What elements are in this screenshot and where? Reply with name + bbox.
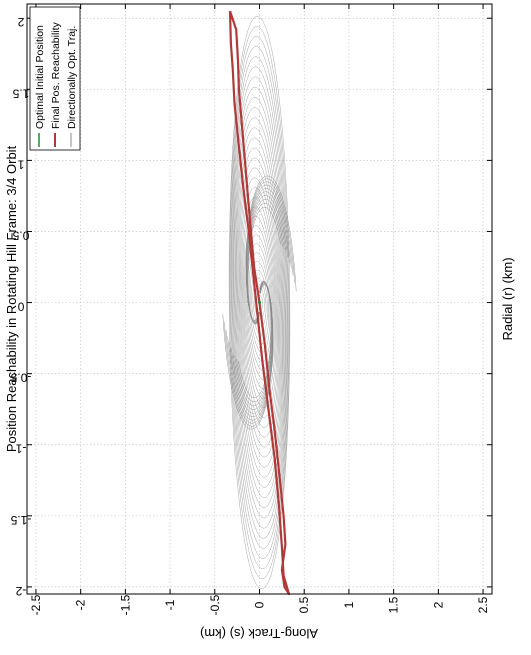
directional-trajectory xyxy=(234,97,285,509)
y-tick-label: 0.5 xyxy=(297,596,311,613)
directional-trajectory-swirl xyxy=(230,281,273,414)
final-reachability-boundary xyxy=(228,10,291,596)
directional-trajectory-swirl xyxy=(234,281,272,407)
x-tick-label: 0 xyxy=(17,300,24,314)
legend-label-optimal-initial: Optimal Initial Position xyxy=(34,25,46,129)
directional-trajectory xyxy=(232,66,287,539)
directional-trajectory xyxy=(235,117,284,488)
directional-trajectory-swirl xyxy=(232,281,273,410)
x-tick-label: -0.5 xyxy=(10,371,31,385)
y-tick-label: -1.5 xyxy=(118,594,132,615)
directional-trajectory-swirl xyxy=(225,283,274,424)
x-tick-label: -1 xyxy=(15,442,26,456)
x-tick-label: -2 xyxy=(15,584,26,598)
directional-trajectory xyxy=(230,36,289,570)
series-layer xyxy=(228,10,291,596)
directional-trajectory xyxy=(231,56,288,549)
y-tick-label: -2 xyxy=(74,599,88,610)
directional-trajectory xyxy=(240,177,279,428)
x-tick-label: 2 xyxy=(17,15,24,29)
directional-trajectory xyxy=(229,26,290,580)
directional-trajectory xyxy=(234,107,285,498)
directional-trajectory-swirl xyxy=(246,191,289,324)
x-tick-label: -1.5 xyxy=(10,513,31,527)
directional-trajectory-swirl xyxy=(229,282,273,418)
optimal-initial-position-point xyxy=(258,301,261,305)
directional-trajectory xyxy=(238,157,281,448)
legend: Optimal Initial Position Final Pos. Reac… xyxy=(29,6,81,151)
directional-trajectory-swirl xyxy=(247,198,285,325)
directional-trajectory xyxy=(241,187,278,418)
x-tick-label: 0.5 xyxy=(12,228,29,242)
directional-trajectory xyxy=(250,261,269,344)
tick-layer: 21.510.50-0.5-1-1.5-2-2.5 -2 -1.5 -1 -0.5 0 0.… xyxy=(10,4,492,615)
chart-title: Position Reachability in Rotating Hill F… xyxy=(4,145,19,452)
y-tick-label: 2.5 xyxy=(476,596,490,613)
x-tick-label: 1 xyxy=(17,157,24,171)
directional-trajectory xyxy=(228,16,291,590)
directional-trajectory xyxy=(238,147,281,458)
directional-trajectory-swirl xyxy=(224,283,274,427)
x-tick-label: 1.5 xyxy=(12,86,29,100)
legend-box xyxy=(29,6,81,151)
directional-trajectory xyxy=(251,269,268,336)
legend-label-directional-traj: Directionally Opt. Traj. xyxy=(66,26,78,129)
y-tick-label: 0 xyxy=(253,601,267,608)
y-tick-label: 2 xyxy=(431,601,445,608)
directional-trajectory xyxy=(239,167,280,438)
y-tick-label: 1.5 xyxy=(387,596,401,613)
y-axis-label: Radial (r) (km) xyxy=(500,257,515,340)
directional-trajectory-swirl xyxy=(246,188,290,323)
directional-trajectory-swirl xyxy=(246,184,292,323)
directional-trajectory xyxy=(252,278,267,327)
directional-trajectory xyxy=(230,46,289,559)
directional-trajectory-swirl xyxy=(227,282,273,421)
y-tick-label: -1 xyxy=(163,599,177,610)
x-axis-label: Along-Track (s) (km) xyxy=(200,626,318,641)
trajectory-layer xyxy=(222,16,297,590)
directional-trajectory-swirl xyxy=(222,284,274,430)
directional-trajectory-swirl xyxy=(246,195,287,324)
y-tick-label: -2.5 xyxy=(29,594,43,615)
directional-trajectory xyxy=(237,137,282,468)
y-tick-label: 1 xyxy=(342,601,356,608)
legend-label-final-reach: Final Pos. Reachability xyxy=(50,21,62,129)
directional-trajectory xyxy=(232,76,287,529)
y-tick-label: -0.5 xyxy=(208,594,222,615)
